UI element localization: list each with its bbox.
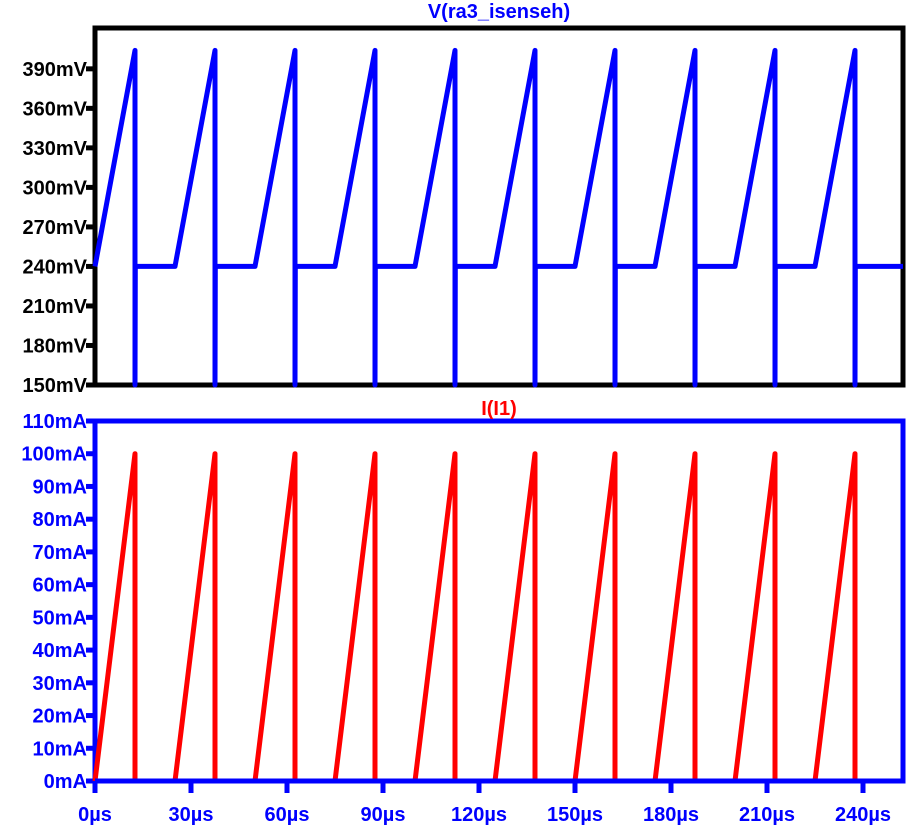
voltage-y-tick-label: 390mV [23,59,88,81]
current-y-tick-label: 50mA [33,607,87,629]
current-y-tick-label: 0mA [44,771,87,793]
voltage-pane: 150mV 180mV 210mV 240mV 270mV 300mV 330mV 360mV… [23,1,906,397]
current-y-tick-label: 30mA [33,673,87,695]
x-tick-label: 30µs [169,804,214,826]
current-trace[interactable] [92,451,903,784]
x-tick-label: 120µs [451,804,507,826]
x-tick-label: 60µs [265,804,310,826]
x-tick-label: 240µs [835,804,891,826]
voltage-y-tick-label: 240mV [23,256,88,278]
x-tick-label: 150µs [547,804,603,826]
x-tick-label: 210µs [739,804,795,826]
current-pane: 0mA 10mA 20mA 30mA 40mA 50mA 60mA 70mA 80mA 90mA 1… [21,398,906,826]
current-y-tick-label: 20mA [33,706,87,728]
current-y-tick-label: 70mA [33,542,87,564]
current-y-tick-label: 110mA [23,411,88,433]
current-y-tick-label: 80mA [33,509,87,531]
x-tick-label: 90µs [361,804,406,826]
voltage-trace-title[interactable]: V(ra3_isenseh) [428,1,570,23]
voltage-y-tick-label: 330mV [23,138,88,160]
voltage-y-tick-label: 270mV [23,217,88,239]
current-y-tick-label: 40mA [33,640,87,662]
current-y-tick-label: 100mA [21,444,87,466]
voltage-y-tick-label: 150mV [23,375,88,397]
voltage-trace[interactable] [92,47,903,388]
current-trace-title[interactable]: I(I1) [481,398,517,420]
voltage-y-tick-label: 360mV [23,98,88,120]
x-tick-label: 0µs [78,804,112,826]
voltage-y-tick-label: 210mV [23,296,88,318]
voltage-y-tick-label: 180mV [23,335,88,357]
voltage-y-tick-label: 300mV [23,177,88,199]
current-y-tick-label: 90mA [33,476,87,498]
current-y-tick-label: 60mA [33,575,87,597]
current-y-tick-label: 10mA [33,738,87,760]
x-tick-label: 180µs [643,804,699,826]
voltage-plot-frame [92,25,906,388]
